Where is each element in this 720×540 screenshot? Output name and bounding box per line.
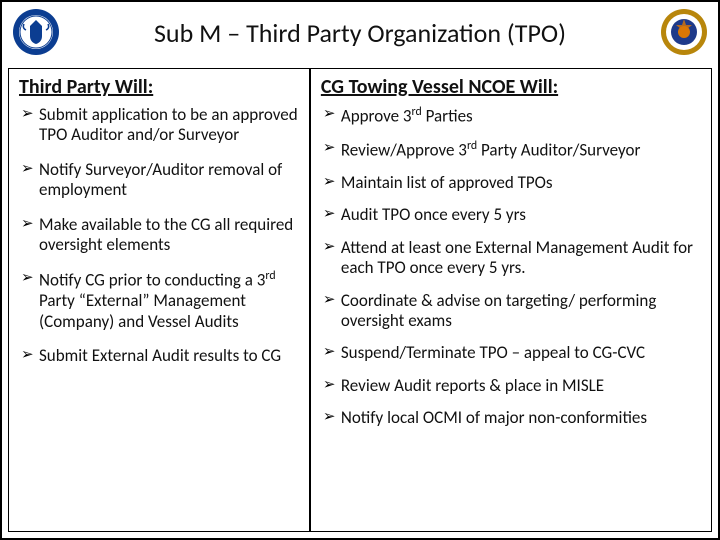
slide-title: Sub M – Third Party Organization (TPO) <box>154 17 566 49</box>
left-bullets: Submit application to be an approved TPO… <box>19 105 301 367</box>
dhs-seal-icon <box>12 8 60 56</box>
slide: Sub M – Third Party Organization (TPO) T… <box>0 0 720 540</box>
bullet-item: Audit TPO once every 5 yrs <box>321 205 703 225</box>
bullet-item: Review Audit reports & place in MISLE <box>321 376 703 396</box>
right-bullets: Approve 3rd Parties Review/Approve 3rd P… <box>321 105 703 429</box>
bullet-item: Coordinate & advise on targeting/ perfor… <box>321 291 703 332</box>
bullet-item: Suspend/Terminate TPO – appeal to CG-CVC <box>321 343 703 363</box>
bullet-item: Review/Approve 3rd Party Auditor/Surveyo… <box>321 139 703 161</box>
bullet-item: Attend at least one External Management … <box>321 238 703 279</box>
uscg-seal-icon <box>660 8 708 56</box>
header: Sub M – Third Party Organization (TPO) <box>2 2 718 68</box>
right-heading: CG Towing Vessel NCOE Will: <box>321 75 703 99</box>
left-column: Third Party Will: Submit application to … <box>9 69 311 531</box>
left-heading: Third Party Will: <box>19 75 301 99</box>
bullet-item: Approve 3rd Parties <box>321 105 703 127</box>
columns-container: Third Party Will: Submit application to … <box>8 68 712 532</box>
bullet-item: Submit External Audit results to CG <box>19 346 301 366</box>
bullet-item: Notify CG prior to conducting a 3rd Part… <box>19 269 301 332</box>
bullet-item: Make available to the CG all required ov… <box>19 215 301 256</box>
right-column: CG Towing Vessel NCOE Will: Approve 3rd … <box>311 69 711 531</box>
bullet-item: Maintain list of approved TPOs <box>321 173 703 193</box>
bullet-item: Notify local OCMI of major non-conformit… <box>321 408 703 428</box>
bullet-item: Submit application to be an approved TPO… <box>19 105 301 146</box>
bullet-item: Notify Surveyor/Auditor removal of emplo… <box>19 160 301 201</box>
